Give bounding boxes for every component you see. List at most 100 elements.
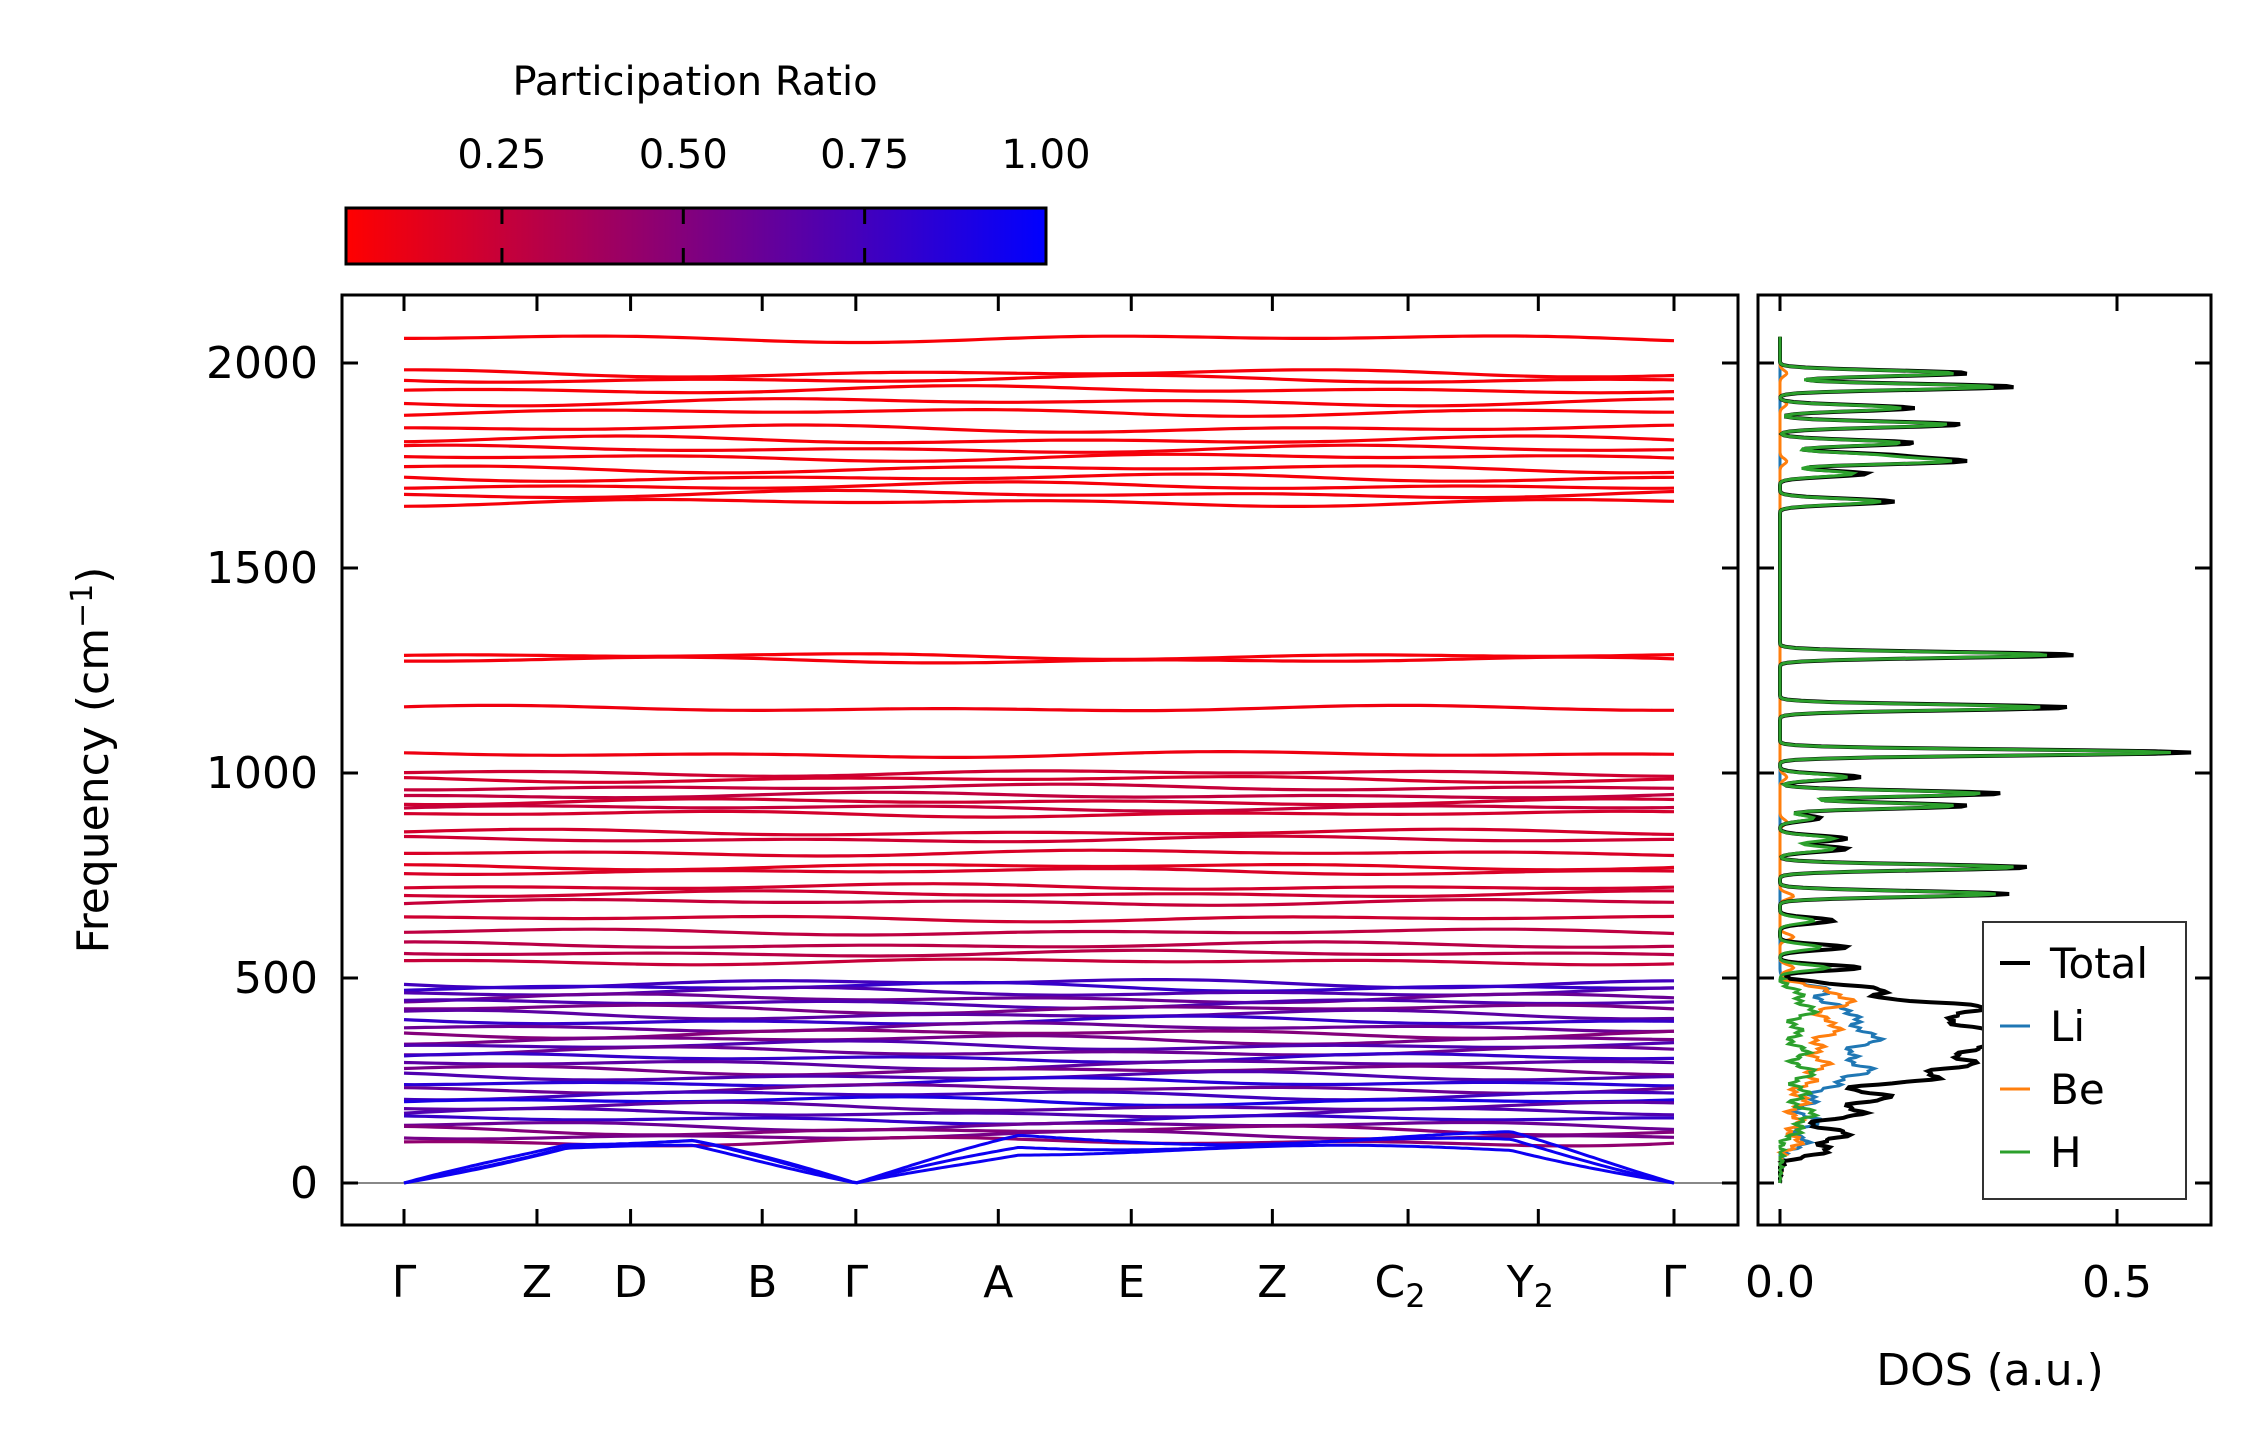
colorbar-tick-label: 1.00	[1001, 132, 1090, 178]
kpoint-label: C2	[1375, 1257, 1426, 1315]
kpoint-label-main: Γ	[392, 1257, 417, 1308]
phonon-band	[404, 848, 1675, 858]
phonon-band	[403, 434, 1675, 445]
dos-axes-frame	[1756, 293, 2213, 1227]
y-tick-label: 2000	[206, 338, 318, 389]
legend-label-h: H	[2050, 1128, 2082, 1177]
phonon-band	[403, 882, 1675, 891]
phonon-band	[403, 497, 1675, 508]
phonon-band	[403, 867, 1675, 876]
dos-x-tick-label: 0.5	[2082, 1257, 2152, 1308]
phonon-band	[403, 769, 1675, 778]
kpoint-label-subscript: 2	[1405, 1277, 1425, 1315]
phonon-band	[403, 1095, 1675, 1108]
phonon-band	[403, 940, 1675, 949]
kpoint-label: E	[1117, 1257, 1145, 1308]
phonon-band	[403, 397, 1675, 408]
colorbar-tick-label: 0.75	[820, 132, 909, 178]
phonon-band	[403, 998, 1675, 1010]
phonon-band	[403, 1052, 1675, 1065]
colorbar-tick-label: 0.25	[457, 132, 546, 178]
phonon-band	[403, 914, 1675, 924]
colorbar-gradient	[344, 206, 1048, 266]
phonon-band	[403, 1076, 1675, 1088]
phonon-band	[403, 992, 1675, 1005]
phonon-band	[403, 804, 1675, 813]
phonon-band	[403, 1003, 1675, 1016]
phonon-band	[403, 1008, 1675, 1021]
dos-x-axis-title: DOS (a.u.)	[1876, 1345, 2104, 1396]
phonon-band	[404, 334, 1675, 345]
kpoint-label-main: Γ	[1662, 1257, 1687, 1308]
kpoint-label: A	[983, 1257, 1013, 1308]
kpoint-label: Γ	[844, 1257, 869, 1308]
phonon-band	[403, 948, 1675, 958]
legend-label-be: Be	[2050, 1065, 2105, 1114]
colorbar: Participation Ratio 0.25 0.50 0.75 1.00	[344, 59, 1091, 266]
phonon-band	[403, 443, 1675, 454]
kpoint-label-main: C	[1375, 1257, 1406, 1308]
phonon-band	[403, 750, 1675, 759]
acoustic-band	[403, 1143, 1675, 1185]
phonon-band	[403, 408, 1674, 418]
colorbar-title: Participation Ratio	[512, 59, 877, 105]
phonon-band	[403, 1106, 1675, 1119]
phonon-band	[403, 782, 1675, 792]
dos-curve-be	[1776, 336, 1858, 1183]
phonon-band	[403, 897, 1675, 907]
kpoint-label-main: Γ	[844, 1257, 869, 1308]
phonon-band	[403, 980, 1675, 993]
phonon-band	[403, 1014, 1675, 1026]
kpoint-label-main: D	[614, 1257, 648, 1308]
band-axes-frame	[340, 293, 1740, 1227]
phonon-band	[404, 1045, 1675, 1057]
phonon-band	[403, 1034, 1675, 1046]
phonon-band	[403, 384, 1675, 395]
legend-label-total: Total	[2049, 939, 2148, 988]
colorbar-tick-label: 0.50	[639, 132, 728, 178]
phonon-band	[404, 368, 1675, 379]
dos-x-tick-label: 0.0	[1745, 1257, 1815, 1308]
kpoint-label: B	[747, 1257, 777, 1308]
legend-label-li: Li	[2050, 1002, 2085, 1051]
phonon-band	[403, 1090, 1675, 1102]
phonon-band	[403, 863, 1675, 872]
y-tick-label: 1000	[206, 748, 318, 799]
phonon-band	[404, 790, 1675, 800]
phonon-band	[403, 464, 1675, 475]
phonon-band	[403, 834, 1674, 844]
phonon-band	[403, 1064, 1675, 1077]
phonon-band	[403, 452, 1675, 463]
legend: Total Li Be H	[1982, 921, 2187, 1200]
phonon-band	[403, 1021, 1675, 1034]
y-tick-label: 1500	[206, 543, 318, 594]
kpoint-label: Z	[522, 1257, 552, 1308]
phonon-band	[403, 488, 1675, 500]
phonon-band	[403, 472, 1675, 483]
y-tick-label: 0	[290, 1158, 318, 1209]
phonon-band	[404, 655, 1675, 665]
kpoint-label: Γ	[392, 1257, 417, 1308]
kpoint-label-main: B	[747, 1257, 777, 1308]
phonon-band	[404, 957, 1675, 967]
phonon-band	[403, 797, 1675, 807]
phonon-band	[403, 775, 1675, 784]
phonon-band	[404, 423, 1675, 434]
phonon-band	[403, 703, 1674, 713]
y-tick-label: 500	[234, 953, 318, 1004]
kpoint-label: Z	[1257, 1257, 1287, 1308]
phonon-band	[403, 480, 1675, 490]
phonon-band	[403, 889, 1674, 898]
acoustic-band	[403, 1136, 1675, 1185]
phonon-band	[403, 1120, 1675, 1133]
kpoint-label-main: E	[1117, 1257, 1145, 1308]
kpoint-label-subscript: 2	[1534, 1277, 1554, 1315]
kpoint-label-main: A	[983, 1257, 1013, 1308]
kpoint-label: D	[614, 1257, 648, 1308]
dos-plot: 0.0 0.5 DOS (a.u.) Total Li Be H	[1745, 293, 2213, 1396]
kpoint-label: Γ	[1662, 1257, 1687, 1308]
y-axis-title: Frequency (cm−1)	[65, 567, 119, 954]
phonon-band	[403, 809, 1675, 819]
